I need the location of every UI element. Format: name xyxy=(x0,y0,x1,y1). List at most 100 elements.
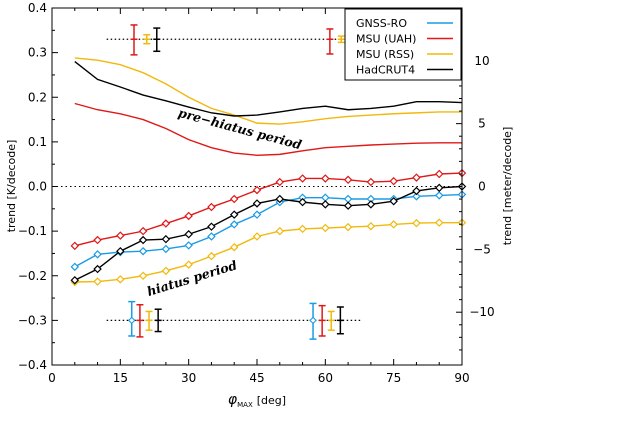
data-point-msu-rss xyxy=(389,220,398,229)
data-point-gnss-ro xyxy=(229,220,239,229)
data-point-hadcrut4 xyxy=(343,201,353,210)
y-tick-label: −0.2 xyxy=(18,269,47,283)
data-point-hadcrut4 xyxy=(161,234,171,244)
data-point-msu-uah xyxy=(389,176,398,186)
error-bar-12 xyxy=(327,310,335,331)
y-tick-label: −0.1 xyxy=(18,224,47,238)
error-bar-point xyxy=(309,316,317,325)
data-point-msu-rss xyxy=(93,277,102,286)
data-point-hadcrut4 xyxy=(116,246,125,256)
x-axis-symbol: φ xyxy=(228,392,238,408)
y-tick-label: 0.3 xyxy=(28,46,47,60)
data-point-msu-uah xyxy=(366,177,376,187)
data-point-hadcrut4 xyxy=(389,196,398,206)
data-point-msu-uah xyxy=(70,241,80,251)
x-tick-label: 60 xyxy=(318,371,333,385)
data-point-msu-rss xyxy=(412,218,421,228)
x-tick-label: 0 xyxy=(48,371,56,385)
data-point-msu-uah xyxy=(321,174,330,183)
series-line-msu-uah xyxy=(74,172,463,247)
data-point-hadcrut4 xyxy=(93,264,102,274)
data-point-msu-rss xyxy=(229,242,239,252)
data-point-gnss-ro xyxy=(434,191,444,200)
data-point-hadcrut4 xyxy=(366,200,376,209)
data-point-hadcrut4 xyxy=(252,199,262,208)
y-tick-label: −0.3 xyxy=(18,313,47,327)
data-point-msu-uah xyxy=(184,211,193,221)
data-point-msu-uah xyxy=(275,177,285,187)
error-bar-8 xyxy=(145,310,153,331)
series-line-hadcrut4 xyxy=(74,185,463,281)
data-point-gnss-ro xyxy=(70,262,80,272)
error-bar-6 xyxy=(127,300,136,337)
data-point-msu-rss xyxy=(184,260,193,269)
data-point-hadcrut4 xyxy=(70,275,80,285)
data-point-hadcrut4 xyxy=(229,210,239,219)
pre-hiatus-line-msu-uah xyxy=(74,102,462,156)
data-point-msu-uah xyxy=(412,173,421,182)
data-point-msu-rss xyxy=(116,275,125,284)
y2-tick-label: 5 xyxy=(478,117,486,131)
data-point-msu-uah xyxy=(298,174,307,183)
error-bar-7 xyxy=(136,304,144,338)
data-point-msu-rss xyxy=(321,223,330,233)
data-point-hadcrut4 xyxy=(298,197,307,207)
y2-tick-label: 0 xyxy=(478,180,486,194)
data-point-gnss-ro xyxy=(412,192,421,201)
data-point-msu-uah xyxy=(161,219,171,228)
data-point-msu-rss xyxy=(366,221,376,231)
data-point-msu-rss xyxy=(275,226,285,236)
y2-tick-label: −5 xyxy=(473,242,491,256)
error-bar-11 xyxy=(318,304,326,337)
error-bar-13 xyxy=(336,306,344,335)
legend-label-gnss-ro: GNSS-RO xyxy=(356,17,407,30)
error-bar-point xyxy=(127,316,136,325)
pre-hiatus-line-msu-rss xyxy=(74,57,462,125)
data-point-msu-rss xyxy=(252,232,262,241)
data-point-msu-uah xyxy=(343,175,353,185)
data-point-hadcrut4 xyxy=(321,200,330,209)
legend-label-msu-rss: MSU (RSS) xyxy=(356,48,414,61)
error-bar-2 xyxy=(153,27,161,53)
x-tick-label: 45 xyxy=(249,371,264,385)
y-axis-right-title: trend [meter/decode] xyxy=(501,127,514,245)
data-point-gnss-ro xyxy=(207,232,216,241)
legend-label-msu-uah: MSU (UAH) xyxy=(356,33,416,46)
data-point-gnss-ro xyxy=(184,241,193,250)
x-tick-label: 30 xyxy=(181,371,196,385)
y-tick-label: 0.1 xyxy=(28,135,47,149)
y-tick-label: 0.2 xyxy=(28,90,47,104)
y-axis-left-title: trend [K/decode] xyxy=(5,140,18,233)
data-point-gnss-ro xyxy=(161,244,171,254)
y-axis-right-ticks: −10 −5 0 5 10 xyxy=(456,22,495,351)
data-point-hadcrut4 xyxy=(434,183,444,193)
data-point-gnss-ro xyxy=(138,246,148,256)
y-tick-label: 0.0 xyxy=(28,180,47,194)
x-tick-label: 15 xyxy=(113,371,128,385)
data-point-msu-uah xyxy=(138,226,148,236)
x-tick-label: 90 xyxy=(454,371,469,385)
data-point-hadcrut4 xyxy=(138,235,148,245)
x-axis-unit: [deg] xyxy=(257,394,286,407)
data-point-msu-uah xyxy=(252,185,262,195)
data-point-msu-uah xyxy=(229,194,239,204)
data-point-msu-uah xyxy=(116,231,125,240)
data-point-msu-rss xyxy=(207,251,216,261)
data-point-msu-rss xyxy=(434,218,444,227)
data-point-msu-rss xyxy=(343,222,353,232)
data-point-hadcrut4 xyxy=(207,222,216,231)
x-tick-label: 75 xyxy=(386,371,401,385)
data-point-msu-rss xyxy=(161,266,171,276)
data-point-gnss-ro xyxy=(252,210,262,219)
data-point-msu-rss xyxy=(298,224,307,234)
y-axis-left-ticks: −0.4 −0.3 −0.2 −0.1 0.0 0.1 0.2 0.3 0.4 xyxy=(18,1,58,372)
data-point-msu-rss xyxy=(138,271,148,280)
y-tick-label: −0.4 xyxy=(18,358,47,372)
error-bar-3 xyxy=(326,28,334,55)
data-point-msu-uah xyxy=(434,169,444,179)
data-point-gnss-ro xyxy=(93,250,102,259)
y-tick-label: 0.4 xyxy=(28,1,47,15)
x-axis-title: φMAX [deg] xyxy=(228,392,286,409)
pre-hiatus-line-hadcrut4 xyxy=(74,60,463,117)
